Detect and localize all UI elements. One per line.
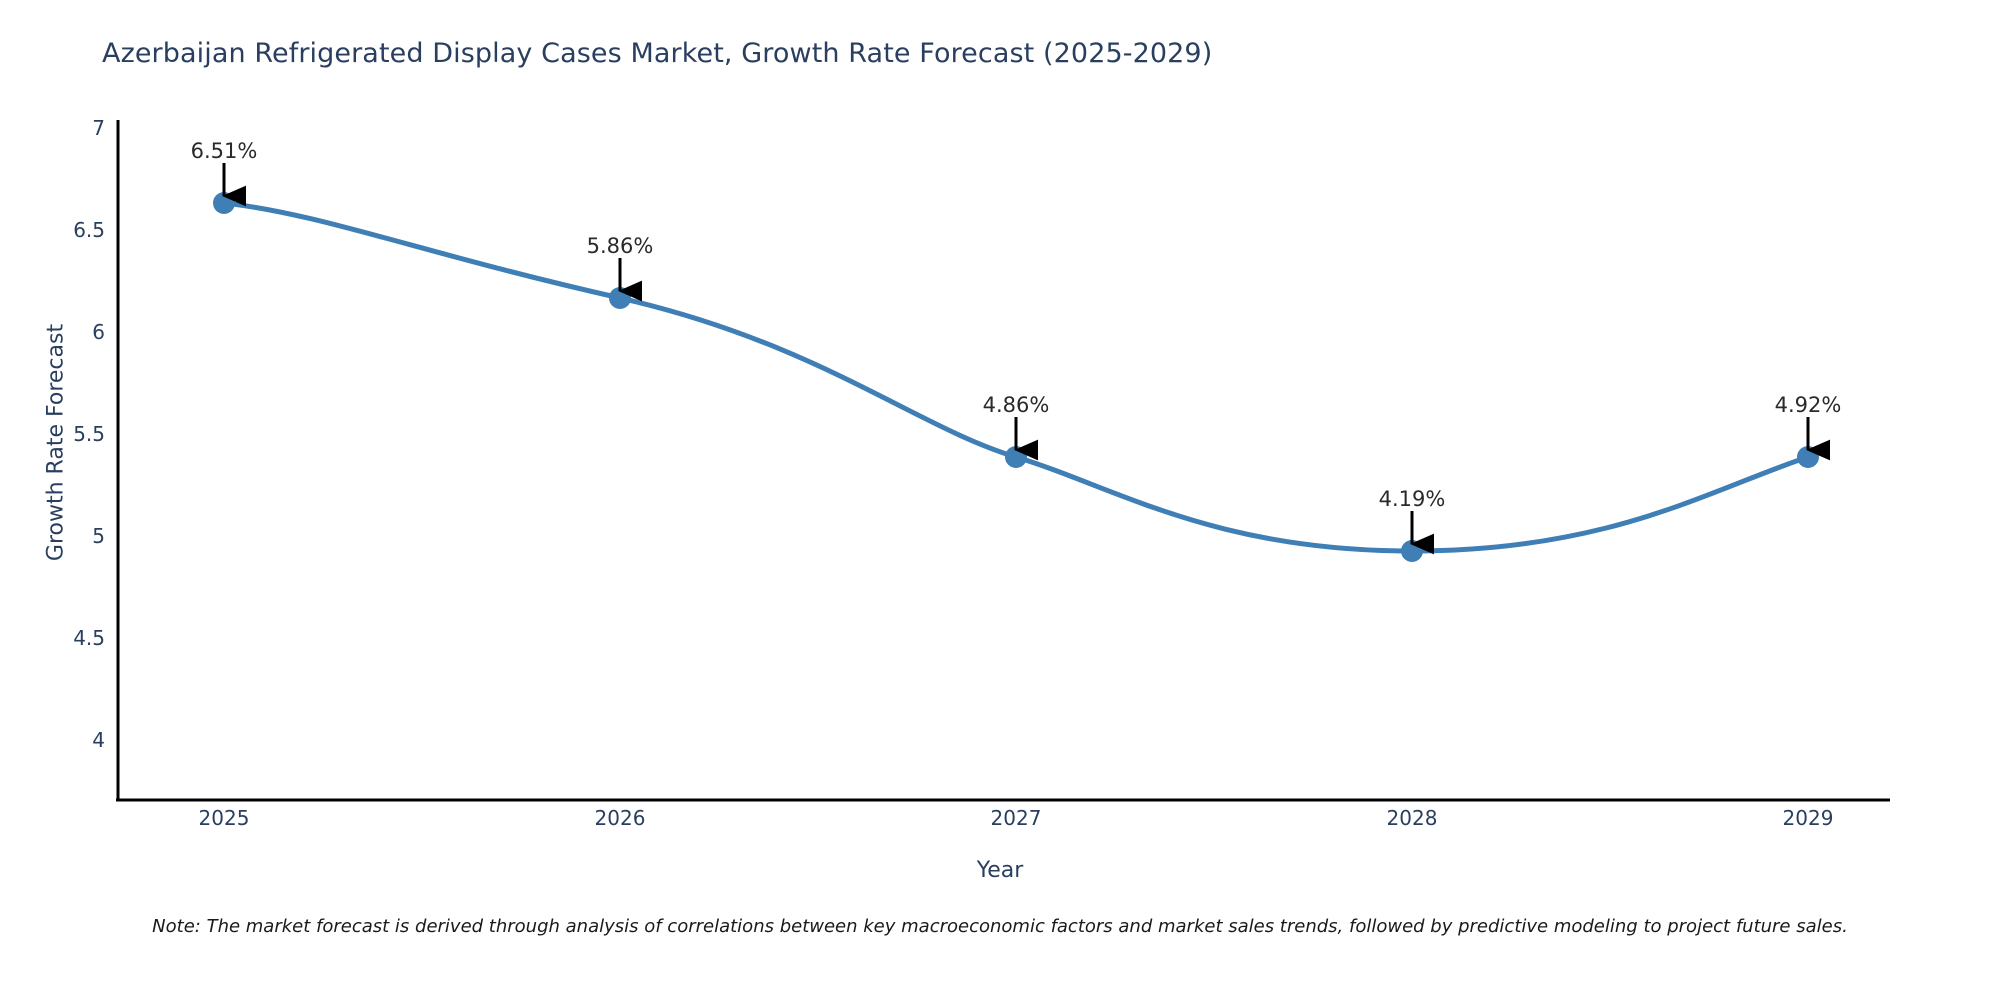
y-tick-label: 7 [92, 116, 105, 140]
y-tick-label: 5 [92, 524, 105, 548]
line-series-growth-rate [221, 200, 1811, 554]
x-tick-label: 2029 [1782, 806, 1834, 830]
y-tick-label: 4 [92, 728, 105, 752]
data-point-label: 6.51% [190, 139, 258, 163]
y-tick-label: 5.5 [73, 422, 105, 446]
data-point-label: 4.86% [982, 393, 1050, 417]
data-point-label: 4.92% [1774, 393, 1842, 417]
data-point-label: 5.86% [586, 234, 654, 258]
data-point-label: 4.19% [1378, 487, 1446, 511]
y-tick-label: 6.5 [73, 218, 105, 242]
chart-title: Azerbaijan Refrigerated Display Cases Ma… [102, 38, 1213, 69]
y-tick-label: 6 [92, 320, 105, 344]
x-tick-label: 2026 [594, 806, 646, 830]
chart-footnote: Note: The market forecast is derived thr… [152, 916, 1848, 937]
x-tick-label: 2025 [198, 806, 250, 830]
x-tick-label: 2027 [990, 806, 1042, 830]
x-tick-label: 2028 [1386, 806, 1438, 830]
x-axis-title: Year [976, 858, 1024, 883]
y-axis-tick-labels: 7 6.5 6 5.5 5 4.5 4 [25, 0, 105, 1000]
y-tick-label: 4.5 [73, 626, 105, 650]
